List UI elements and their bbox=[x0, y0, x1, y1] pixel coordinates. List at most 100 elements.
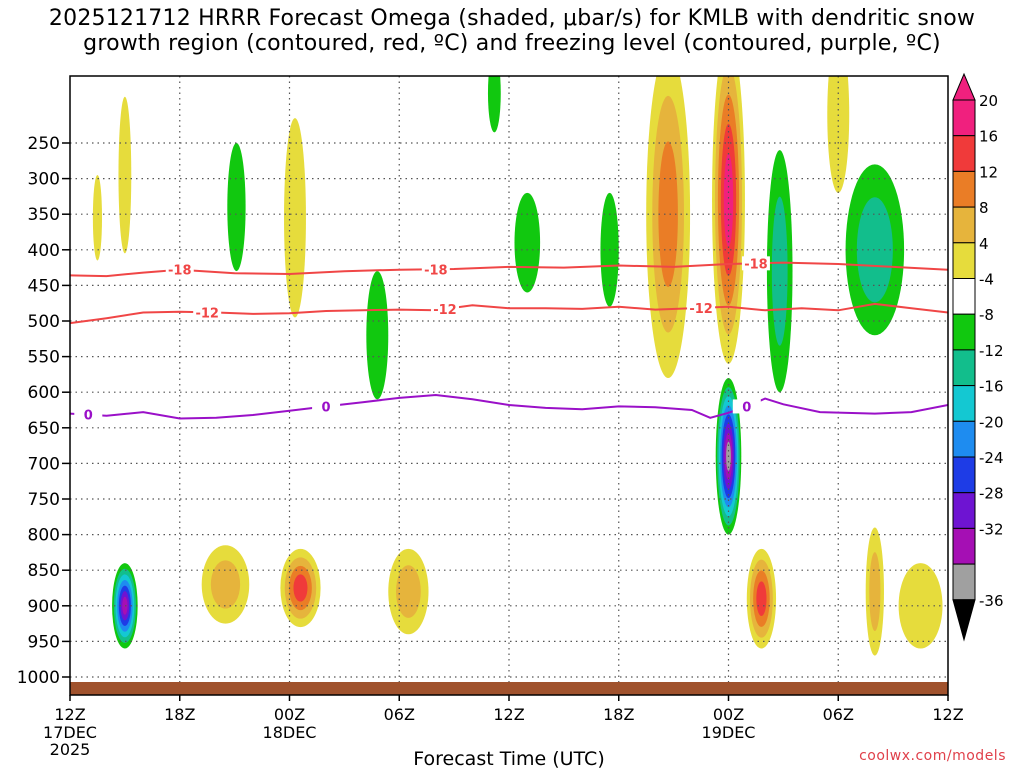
omega-shading bbox=[92, 76, 943, 656]
x-tick-label-0: 12Z bbox=[54, 705, 85, 724]
x-tick-label-18: 06Z bbox=[384, 705, 415, 724]
contour-label--12-2: -12 bbox=[689, 302, 713, 317]
y-tick-label-650: 650 bbox=[28, 419, 60, 439]
omega-feature-15-level-16 bbox=[756, 581, 767, 617]
chart-title-line2: growth region (contoured, red, ºC) and f… bbox=[83, 31, 941, 56]
omega-feature-6-level--8 bbox=[227, 143, 246, 272]
colorbar-swatch--32 bbox=[952, 527, 976, 565]
colorbar-label--32: -32 bbox=[979, 520, 1004, 538]
colorbar-swatch--36 bbox=[952, 563, 976, 601]
colorbar-swatch-12 bbox=[952, 170, 976, 208]
y-tick-label-1000: 1000 bbox=[17, 668, 60, 688]
colorbar-label--36: -36 bbox=[979, 592, 1004, 610]
contour-label-bg--18-1 bbox=[421, 262, 450, 277]
colorbar-label-8: 8 bbox=[979, 199, 989, 217]
temperature-contours: -18 -18 -18 -12 -12 -12 0 0 0 bbox=[70, 256, 948, 424]
x-tick-label-42: 06Z bbox=[823, 705, 854, 724]
x-tick-date-0: 17DEC bbox=[43, 723, 97, 742]
y-tick-label-600: 600 bbox=[28, 383, 60, 403]
x-tick-label-24: 12Z bbox=[493, 705, 524, 724]
y-tick-label-550: 550 bbox=[28, 348, 60, 368]
colorbar-swatch-20 bbox=[952, 99, 976, 137]
y-tick-label-500: 500 bbox=[28, 312, 60, 332]
x-axis-label: Forecast Time (UTC) bbox=[413, 748, 604, 768]
colorbar-label--24: -24 bbox=[979, 449, 1004, 467]
omega-feature-12-level-12 bbox=[658, 141, 678, 287]
colorbar-swatch--12 bbox=[952, 349, 976, 387]
omega-feature-18-level--12 bbox=[856, 197, 893, 303]
colorbar-label-16: 16 bbox=[979, 128, 998, 146]
contour-label-bg-0-2 bbox=[732, 399, 761, 414]
y-tick-label-400: 400 bbox=[28, 241, 60, 261]
x-tick-year-0: 2025 bbox=[50, 740, 91, 759]
omega-feature-10-level--8 bbox=[514, 192, 541, 293]
y-tick-label-750: 750 bbox=[28, 490, 60, 510]
credit-text: coolwx.com/models bbox=[859, 748, 1006, 764]
omega-feature-3-level-8 bbox=[210, 560, 241, 609]
colorbar-label--12: -12 bbox=[979, 342, 1004, 360]
colorbar-swatch-16 bbox=[952, 135, 976, 172]
omega-feature-0-level--32 bbox=[122, 596, 128, 615]
contour-label-bg--12-1 bbox=[430, 302, 459, 317]
colorbar-swatch-8 bbox=[952, 206, 976, 244]
omega-feature-7-level--8 bbox=[366, 271, 389, 400]
contour-label-bg--18-2 bbox=[741, 256, 770, 271]
contour-label-bg-0-1 bbox=[312, 399, 341, 414]
grid-lines bbox=[70, 76, 948, 695]
omega-feature-4-level-16 bbox=[293, 574, 308, 602]
y-tick-label-300: 300 bbox=[28, 170, 60, 190]
chart-title-line1: 2025121712 HRRR Forecast Omega (shaded, … bbox=[48, 6, 976, 31]
colorbar-swatch--24 bbox=[952, 456, 976, 494]
contour-label--12-1: -12 bbox=[433, 303, 457, 318]
colorbar-label-4: 4 bbox=[979, 235, 989, 253]
omega-feature-17-level-4 bbox=[827, 76, 850, 193]
omega-feature-5-level-4 bbox=[284, 118, 306, 318]
contour-label-bg--12-2 bbox=[687, 300, 716, 315]
x-tick-label-12: 00Z bbox=[274, 705, 305, 724]
omega-feature-16-level--12 bbox=[771, 196, 788, 346]
x-tick-label-36: 00Z bbox=[713, 705, 744, 724]
y-tick-label-950: 950 bbox=[28, 632, 60, 652]
y-tick-label-850: 850 bbox=[28, 561, 60, 581]
colorbar-overflow-high bbox=[952, 72, 976, 101]
colorbar-label--28: -28 bbox=[979, 485, 1004, 503]
colorbar-label-20: 20 bbox=[979, 92, 998, 110]
y-axis: 250 300 350 400 450 500 550 600 650 700 750 800 850 9… bbox=[17, 134, 70, 688]
y-tick-label-900: 900 bbox=[28, 597, 60, 617]
omega-feature-8-level-8 bbox=[396, 565, 421, 618]
ground-bar bbox=[70, 682, 948, 695]
colorbar-swatch-4 bbox=[952, 242, 976, 280]
contour-label--18-0: -18 bbox=[168, 264, 192, 279]
contour-label-bg--18-0 bbox=[165, 262, 194, 277]
y-tick-label-450: 450 bbox=[28, 276, 60, 296]
colorbar-label--4: -4 bbox=[979, 271, 994, 289]
x-tick-date-12: 18DEC bbox=[263, 723, 317, 742]
contour-label-0-0: 0 bbox=[84, 409, 93, 424]
contour-label-0-1: 0 bbox=[322, 400, 331, 415]
colorbar-swatch--20 bbox=[952, 420, 976, 458]
colorbar-label--8: -8 bbox=[979, 306, 994, 324]
contour-label--18-1: -18 bbox=[424, 263, 448, 278]
contour-0 bbox=[70, 393, 948, 420]
y-tick-label-350: 350 bbox=[28, 205, 60, 225]
x-tick-label-6: 18Z bbox=[164, 705, 195, 724]
omega-feature-13-level-20 bbox=[723, 153, 734, 247]
colorbar-overflow-low bbox=[952, 599, 976, 642]
colorbar-label-12: 12 bbox=[979, 163, 998, 181]
contour-label-0-2: 0 bbox=[742, 400, 751, 415]
y-tick-label-250: 250 bbox=[28, 134, 60, 154]
contour-label--12-0: -12 bbox=[195, 306, 219, 321]
y-tick-label-800: 800 bbox=[28, 526, 60, 546]
colorbar: 20 16 12 8 4 -4 -8 -12 -16 -20 -24 -28 -32 -36 bbox=[952, 72, 1004, 642]
omega-feature-1-level-4 bbox=[92, 175, 103, 261]
colorbar-swatch--4 bbox=[952, 278, 976, 315]
colorbar-swatch--8 bbox=[952, 313, 976, 351]
colorbar-label--16: -16 bbox=[979, 378, 1004, 396]
x-tick-label-30: 18Z bbox=[603, 705, 634, 724]
x-tick-label-48: 12Z bbox=[932, 705, 963, 724]
contour-label--18-2: -18 bbox=[744, 257, 768, 272]
colorbar-swatch--28 bbox=[952, 492, 976, 529]
y-tick-label-700: 700 bbox=[28, 454, 60, 474]
